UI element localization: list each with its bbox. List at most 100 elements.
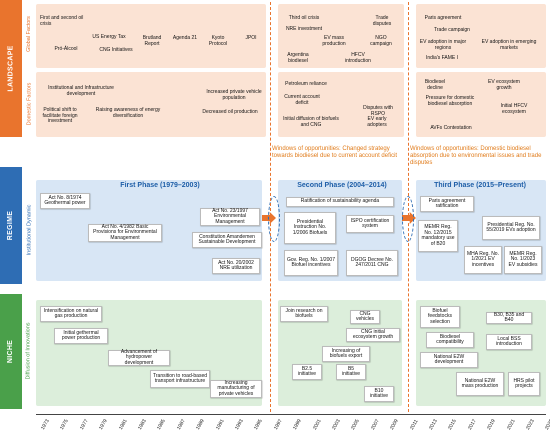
lg-item: EV mass production [322,35,346,47]
niche-box: CNG initial ecosystem growth [346,328,400,342]
regime-box: Act No. 23/1997 Environmental Management [200,208,260,226]
timeline-axis [36,414,546,415]
year-label: 1983 [137,418,148,431]
window-opportunity-1: Windows of opportunities: Changed strate… [272,146,398,159]
ld-item: Current account deficit [284,94,320,106]
regime-box: MEMR Reg. No. 1/2023 EV subsidies [504,246,542,274]
year-label: 2025 [544,418,550,431]
regime-box: Presidential Instruction No. 1/2006 Biof… [284,212,336,244]
landscape-label: LANDSCAPE [7,45,15,92]
lg-item: HFCV introduction [345,52,371,64]
regime-box: Gov. Reg. No. 1/2007 Biofuel incentives [284,250,338,276]
window-opportunity-2: Windows of opportunities: Domestic biodi… [410,146,542,166]
year-label: 1993 [234,418,245,431]
regime-label: REGIME [7,210,15,241]
year-label: 2019 [486,418,497,431]
lg-item: Paris agreement [424,15,462,21]
diffusion-innovations-label: Diffusion of Innovations [26,322,33,380]
year-label: 1975 [59,418,71,431]
ld-item: Biodiesel decline [424,79,446,91]
niche-label: NICHE [7,339,15,364]
niche-box: Biodiesel compatibility [426,332,474,348]
niche-box: National E2W mass production [456,372,504,396]
regime-box: DGOG Decree No. 247/2011 CNG [346,250,398,276]
year-label: 2013 [428,418,439,431]
niche-box: B2.5 initiative [292,364,322,380]
ld-item: AVFs Contestation [430,125,472,131]
niche-box: B30, B35 and B40 [486,312,532,324]
ld-item: Disputes with RSPO [363,105,393,117]
regime-box: MHA Reg. No. 1/2021 EV incentives [464,246,502,274]
lg-item: First and second oil crisis [40,15,84,27]
ld-item: Pressure for domestic biodiesel absorpti… [425,95,475,107]
year-label: 1997 [272,418,284,431]
year-label: 2009 [389,418,400,431]
niche-box: Transition to road-based transport infra… [150,370,210,388]
lg-item: Agenda 21 [172,35,198,41]
regime-box: ISPO certification system [346,215,394,233]
niche-box: Initial gethermal power production [54,328,108,344]
ld-item: Raising awareness of energy diversificat… [95,107,161,119]
lg-item: Brutland Report [142,35,162,47]
year-label: 1977 [78,418,90,431]
year-label: 1999 [292,418,303,431]
regime-box: Ratification of sustainability agenda [286,197,394,207]
niche-box: Advancement of hydropower development [108,349,170,366]
niche-box: Increasing of biofuels export [322,346,370,362]
niche-band: NICHE [0,294,22,409]
year-label: 1985 [156,418,168,431]
domestic-factors-label: Domestic Factors [26,82,33,125]
lg-item: CNG Initiatives [99,47,133,53]
landscape-domestic-panel-2 [278,72,404,137]
year-label: 2011 [408,418,420,431]
lg-item: US Energy Tax [92,34,126,40]
lg-item: Trade campaign [434,27,470,33]
regime-box: MEMR Reg. No. 12/2015 mandatory use of B… [418,220,458,252]
niche-box: Intensification on natural gas productio… [40,306,102,322]
landscape-global-panel-3 [416,4,546,68]
year-label: 1979 [98,418,109,431]
global-factors-label: Global Factors [26,16,33,52]
phase-2-title: Second Phase (2004–2014) [297,182,387,189]
institutional-dynamic-label: Institutional Dynamic [26,204,32,256]
lg-item: Pró-Álcool [54,46,78,52]
divider-line-2015 [408,2,409,412]
year-label: 1981 [117,418,129,431]
phase-1-title: First Phase (1979–2003) [120,182,200,189]
year-label: 1995 [253,418,265,431]
year-label: 1991 [214,418,226,431]
ld-item: Institutional and Infrastructure develop… [48,85,114,97]
niche-box: B10 initiative [364,386,394,402]
ld-item: Increased private vehicle population [206,89,262,101]
year-label: 2017 [466,418,478,431]
ld-item: Initial HFCV ecosystem [500,103,528,115]
year-label: 2015 [447,418,459,431]
ld-item: EV early adopters [367,116,387,128]
year-label: 2005 [350,418,362,431]
landscape-global-panel-2 [278,4,404,68]
niche-box: National E2W development [420,352,478,368]
niche-box: B5 initiative [336,364,366,380]
year-label: 2021 [505,418,517,431]
lg-item: JPOI [245,35,257,41]
regime-box: Act No. 8/1974 Geothermal power [40,193,90,209]
ld-item: EV ecosystem growth [488,79,520,91]
lg-item: Argentina biodiesel [287,52,309,64]
landscape-band: LANDSCAPE [0,0,22,137]
regime-box: Act No. 4/1982 Basic Provisions for Envi… [88,224,162,242]
landscape-domestic-panel-3 [416,72,546,137]
year-label: 2003 [331,418,342,431]
niche-box: Biofuel feedstocks selection [420,306,460,328]
year-label: 2001 [311,418,323,431]
ld-item: Political shift to facilitate foreign in… [42,107,78,124]
ld-item: Decreased oil production [202,109,258,115]
lg-item: EV adoption in major regions [419,39,467,51]
niche-box: CNG vehicles [350,310,380,324]
phase-3-title: Third Phase (2015–Present) [434,182,526,189]
regime-box: Paris agreement ratification [420,196,474,212]
niche-box: Increasing manufacturing of private vehi… [210,380,262,398]
year-label: 1973 [40,418,51,431]
lg-item: Trade disputes [372,15,392,27]
lg-item: Kyoto Protocol [208,35,228,47]
lg-item: EV adoption in emerging markets [481,39,537,51]
